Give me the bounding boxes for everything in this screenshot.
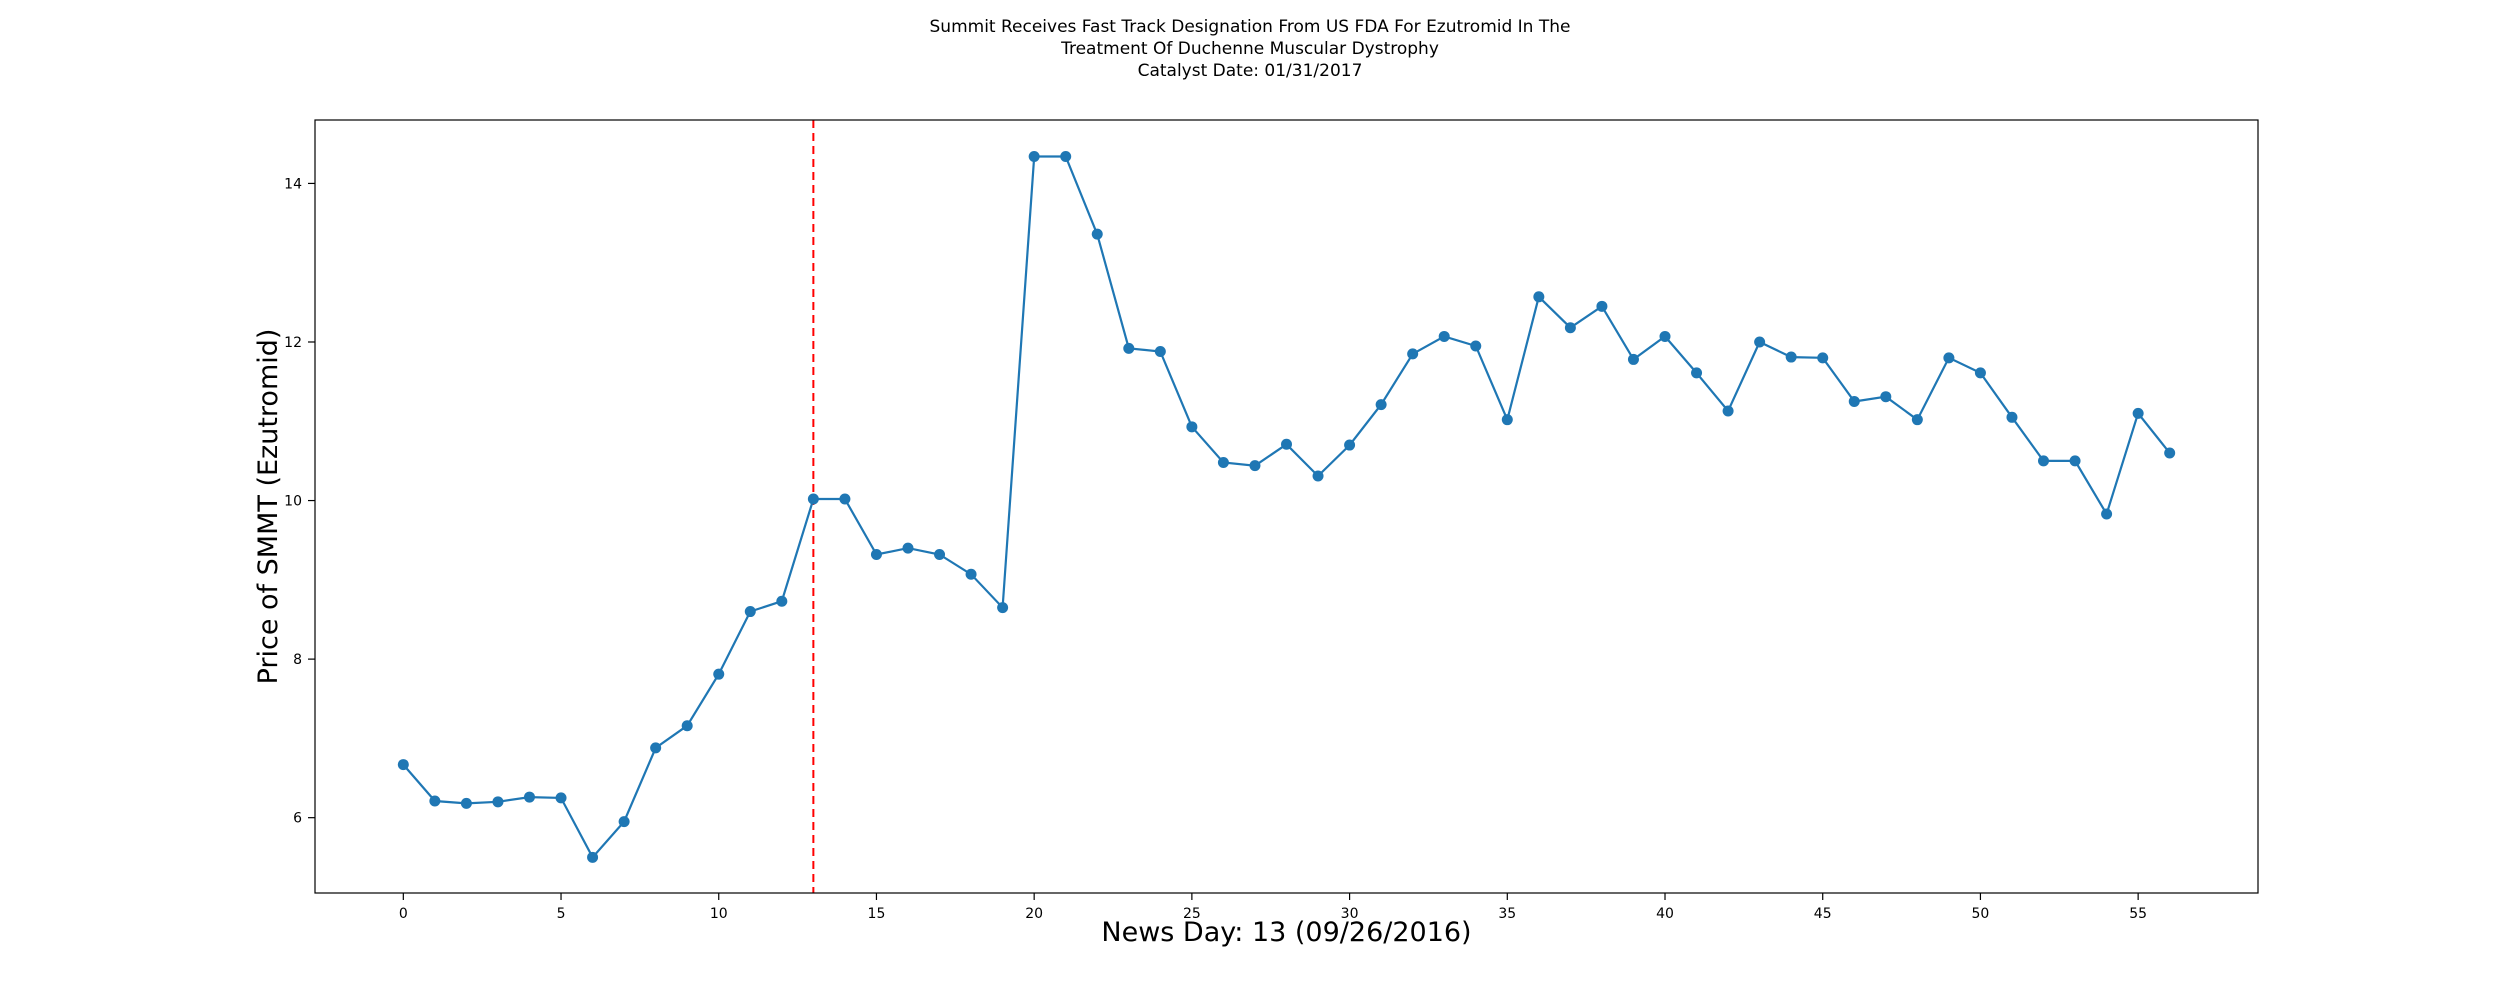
data-point bbox=[1501, 414, 1513, 426]
y-tick-label: 6 bbox=[293, 811, 302, 827]
y-axis-ticks: 6 8 10 12 14 bbox=[284, 176, 315, 827]
x-axis-ticks: 0 5 10 15 20 25 30 35 40 45 50 55 bbox=[399, 893, 2147, 922]
data-point bbox=[1375, 399, 1387, 411]
data-point bbox=[1186, 421, 1198, 433]
data-point bbox=[1564, 322, 1576, 334]
data-point bbox=[744, 606, 756, 618]
data-point bbox=[1754, 336, 1766, 348]
data-point bbox=[681, 720, 693, 732]
x-tick-label: 30 bbox=[1341, 906, 1359, 922]
y-tick-label: 12 bbox=[284, 335, 302, 351]
y-tick-label: 10 bbox=[284, 494, 302, 510]
data-point bbox=[2132, 407, 2144, 419]
x-tick-label: 0 bbox=[399, 906, 408, 922]
x-tick-label: 25 bbox=[1183, 906, 1201, 922]
data-point bbox=[1249, 460, 1261, 472]
data-point bbox=[1438, 330, 1450, 342]
y-tick-label: 14 bbox=[284, 176, 302, 192]
data-point bbox=[1974, 367, 1986, 379]
plot-area-frame bbox=[314, 119, 2259, 894]
data-point bbox=[2101, 508, 2113, 520]
data-point bbox=[2038, 455, 2050, 467]
data-point bbox=[1722, 405, 1734, 417]
price-series-points bbox=[397, 150, 2176, 863]
data-point bbox=[776, 595, 788, 607]
data-point bbox=[1533, 291, 1545, 303]
data-point bbox=[587, 851, 599, 863]
x-tick-label: 50 bbox=[1972, 906, 1990, 922]
x-axis-label: News Day: 13 (09/26/2016) bbox=[1101, 917, 1471, 948]
data-point bbox=[839, 493, 851, 505]
data-point bbox=[1154, 346, 1166, 358]
x-tick-label: 45 bbox=[1814, 906, 1832, 922]
data-point bbox=[997, 602, 1009, 614]
data-point bbox=[1817, 352, 1829, 364]
data-point bbox=[1091, 228, 1103, 240]
data-point bbox=[523, 791, 535, 803]
data-point bbox=[1880, 391, 1892, 403]
data-point bbox=[460, 797, 472, 809]
data-point bbox=[965, 568, 977, 580]
data-point bbox=[870, 548, 882, 560]
x-tick-label: 15 bbox=[868, 906, 886, 922]
x-tick-label: 20 bbox=[1025, 906, 1043, 922]
data-point bbox=[902, 542, 914, 554]
y-tick-label: 8 bbox=[293, 652, 302, 668]
data-point bbox=[2006, 411, 2018, 423]
data-point bbox=[492, 796, 504, 808]
chart-title-line-1: Summit Receives Fast Track Designation F… bbox=[929, 17, 1571, 37]
x-tick-label: 10 bbox=[710, 906, 728, 922]
chart-title-line-3: Catalyst Date: 01/31/2017 bbox=[1137, 61, 1363, 81]
data-point bbox=[1028, 150, 1040, 162]
x-tick-label: 40 bbox=[1656, 906, 1674, 922]
x-tick-label: 35 bbox=[1498, 906, 1516, 922]
y-axis-label: Price of SMMT (Ezutromid) bbox=[253, 329, 284, 685]
chart-title-line-2: Treatment Of Duchenne Muscular Dystrophy bbox=[1061, 39, 1439, 59]
data-point bbox=[1344, 439, 1356, 451]
data-point bbox=[807, 493, 819, 505]
data-point bbox=[1943, 352, 1955, 364]
data-point bbox=[2164, 447, 2176, 459]
data-point bbox=[397, 759, 409, 771]
data-point bbox=[1848, 395, 1860, 407]
data-point bbox=[1627, 353, 1639, 365]
data-point bbox=[1217, 456, 1229, 468]
data-point bbox=[1691, 367, 1703, 379]
data-point bbox=[618, 816, 630, 828]
data-point bbox=[650, 742, 662, 754]
data-point bbox=[555, 792, 567, 804]
data-point bbox=[934, 548, 946, 560]
data-point bbox=[713, 668, 725, 680]
data-point bbox=[1470, 340, 1482, 352]
data-point bbox=[1911, 414, 1923, 426]
data-point bbox=[1785, 351, 1797, 363]
x-tick-label: 55 bbox=[2129, 906, 2147, 922]
data-point bbox=[2069, 455, 2081, 467]
data-point bbox=[1123, 342, 1135, 354]
data-point bbox=[1596, 300, 1608, 312]
data-point bbox=[1407, 348, 1419, 360]
data-point bbox=[1659, 330, 1671, 342]
data-point bbox=[1312, 470, 1324, 482]
data-point bbox=[429, 795, 441, 807]
price-series-line bbox=[402, 155, 2171, 860]
x-tick-label: 5 bbox=[557, 906, 566, 922]
data-point bbox=[1060, 150, 1072, 162]
data-point bbox=[1281, 438, 1292, 450]
